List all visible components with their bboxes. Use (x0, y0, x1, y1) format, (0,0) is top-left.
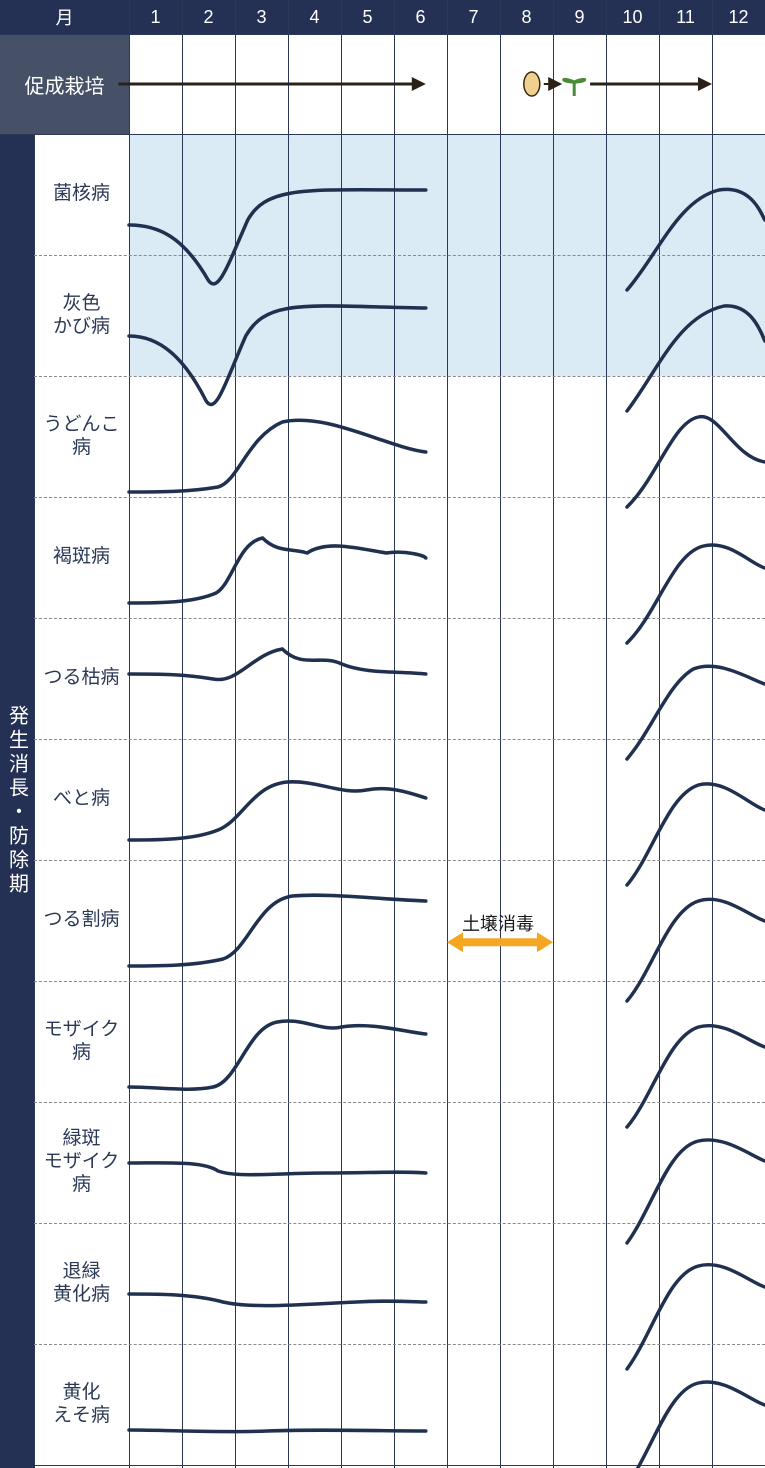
disease-calendar-chart: 月123456789101112促成栽培発生消長・防除期菌核病灰色かび病うどんこ… (0, 0, 765, 1468)
soil-disinfection-label: 土壌消毒 (462, 910, 534, 936)
soil-disinfection-arrow (0, 0, 765, 1468)
